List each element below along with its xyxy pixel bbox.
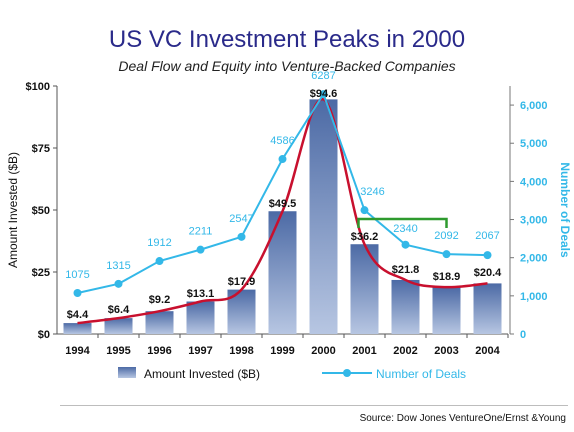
trend-curve <box>77 98 488 325</box>
right-tick-label: 0 <box>520 329 526 341</box>
bar <box>104 318 133 334</box>
x-tick-label: 2002 <box>393 345 417 357</box>
chart-title: US VC Investment Peaks in 2000 <box>108 26 466 53</box>
left-tick-label: $100 <box>26 81 50 93</box>
bar-value-label: $49.5 <box>269 198 297 210</box>
deals-point <box>319 90 328 99</box>
bar <box>63 323 92 334</box>
x-tick-label: 2000 <box>311 345 335 357</box>
deals-value-label: 1912 <box>147 237 171 249</box>
legend-line-label: Number of Deals <box>376 367 466 381</box>
x-tick-label: 2001 <box>352 345 376 357</box>
chart-subtitle: Deal Flow and Equity into Venture-Backed… <box>118 58 456 74</box>
bar <box>391 279 420 334</box>
bar-value-label: $20.4 <box>474 267 502 279</box>
deals-point <box>114 279 123 288</box>
deals-value-label: 6287 <box>311 70 335 82</box>
left-axis-title: Amount Invested ($B) <box>6 152 20 268</box>
deals-point <box>278 155 287 164</box>
bar-value-label: $17.9 <box>228 276 256 288</box>
bar-value-label: $18.9 <box>433 271 461 283</box>
deals-point <box>155 257 164 266</box>
deals-value-label: 2211 <box>189 226 213 238</box>
left-tick-label: $0 <box>38 329 50 341</box>
right-tick-label: 2,000 <box>520 253 548 265</box>
legend-bar-label: Amount Invested ($B) <box>144 367 260 381</box>
bar-value-label: $4.4 <box>67 309 89 321</box>
bar <box>186 301 215 334</box>
bar <box>432 287 461 334</box>
legend-bar-swatch <box>118 367 136 378</box>
bar <box>309 99 338 334</box>
bar <box>268 211 297 334</box>
legend-line-marker <box>343 369 351 377</box>
left-tick-label: $75 <box>32 143 50 155</box>
right-tick-label: 5,000 <box>520 138 548 150</box>
deals-value-label: 2340 <box>393 223 417 235</box>
bar-value-label: $13.1 <box>187 288 215 300</box>
deals-point <box>483 251 492 260</box>
bar <box>145 311 174 334</box>
deals-value-label: 4586 <box>270 135 294 147</box>
x-tick-label: 2004 <box>475 345 500 357</box>
deals-point <box>442 250 451 259</box>
x-tick-label: 1997 <box>188 345 212 357</box>
deals-point <box>401 240 410 249</box>
x-tick-label: 1999 <box>270 345 294 357</box>
source-divider <box>60 405 568 406</box>
deals-value-label: 2547 <box>229 213 253 225</box>
right-tick-label: 6,000 <box>520 100 548 112</box>
deals-value-label: 1075 <box>65 269 89 281</box>
deals-value-label: 1315 <box>106 260 130 272</box>
bar <box>350 244 379 334</box>
right-tick-label: 3,000 <box>520 215 548 227</box>
deals-point <box>237 232 246 241</box>
bar-value-label: $21.8 <box>392 264 420 276</box>
deals-point <box>73 288 82 297</box>
deals-value-label: 2092 <box>434 230 458 242</box>
right-axis-title: Number of Deals <box>558 162 572 258</box>
left-tick-label: $50 <box>32 205 50 217</box>
highlight-bracket <box>357 217 448 228</box>
bar-value-label: $6.4 <box>108 304 130 316</box>
bar-value-label: $94.6 <box>310 88 338 100</box>
right-tick-label: 1,000 <box>520 291 548 303</box>
x-tick-label: 1994 <box>65 345 90 357</box>
bar-value-label: $36.2 <box>351 231 379 243</box>
deals-point <box>360 206 369 215</box>
left-tick-label: $25 <box>32 267 50 279</box>
deals-value-label: 3246 <box>360 186 384 198</box>
right-tick-label: 4,000 <box>520 176 548 188</box>
source-note: Source: Dow Jones VentureOne/Ernst &Youn… <box>359 413 566 424</box>
x-tick-label: 2003 <box>434 345 458 357</box>
bar-value-label: $9.2 <box>149 294 170 306</box>
deals-value-label: 2067 <box>475 230 499 242</box>
x-tick-label: 1996 <box>147 345 171 357</box>
x-tick-label: 1998 <box>229 345 253 357</box>
deals-point <box>196 245 205 254</box>
x-tick-label: 1995 <box>106 345 130 357</box>
bar <box>473 283 502 334</box>
